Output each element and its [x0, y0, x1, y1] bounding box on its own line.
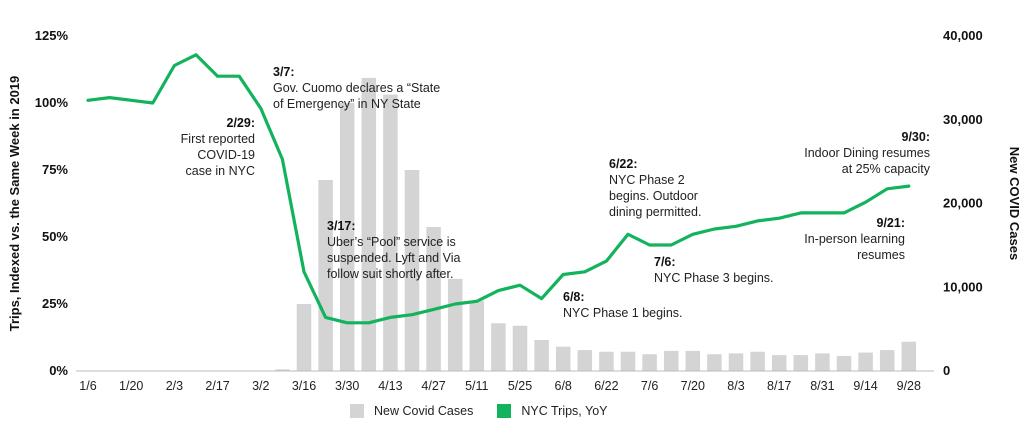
bar-9-7 — [836, 355, 852, 371]
bar-9-14 — [858, 352, 873, 371]
x-tick-1-20: 1/20 — [119, 379, 143, 393]
bar-7-13 — [663, 350, 679, 371]
legend-label-cases: New Covid Cases — [374, 404, 474, 418]
legend-swatch-cases — [350, 404, 364, 418]
bar-6-8 — [555, 346, 571, 371]
y-right-tick-4: 40,000 — [943, 28, 983, 43]
legend-swatch-trips — [497, 404, 512, 418]
bar-6-15 — [577, 350, 593, 371]
y-right-tick-3: 30,000 — [943, 112, 983, 127]
x-tick-6-8: 6/8 — [555, 379, 572, 393]
x-tick-1-6: 1/6 — [79, 379, 96, 393]
y-left-label: Trips, Indexed vs. the Same Week in 2019 — [7, 76, 22, 332]
annotation-feb29: 2/29: First reported COVID-19 case in NY… — [180, 116, 255, 178]
y-left-tick-2: 50% — [42, 229, 68, 244]
legend-item-cases: New Covid Cases — [350, 404, 473, 418]
y-left-tick-3: 75% — [42, 162, 68, 177]
y-left-tick-4: 100% — [35, 95, 69, 110]
annotation-sep21: 9/21: In-person learning resumes — [804, 216, 905, 262]
bar-8-17 — [771, 355, 787, 371]
y-left-tick-0: 0% — [49, 363, 68, 378]
bar-3-9 — [275, 369, 290, 371]
x-tick-8-31: 8/31 — [810, 379, 834, 393]
y-right-tick-0: 0 — [943, 363, 950, 378]
x-tick-7-6: 7/6 — [641, 379, 658, 393]
x-tick-6-22: 6/22 — [594, 379, 618, 393]
x-tick-5-25: 5/25 — [508, 379, 532, 393]
bar-3-23 — [318, 180, 333, 371]
x-tick-8-3: 8/3 — [727, 379, 744, 393]
bar-6-1 — [534, 340, 549, 371]
annotation-mar7: 3/7: Gov. Cuomo declares a “State of Eme… — [273, 65, 441, 111]
bar-3-16 — [296, 304, 312, 371]
bar-7-20 — [685, 350, 701, 371]
bar-7-6 — [642, 354, 657, 371]
bar-8-10 — [750, 351, 765, 371]
bar-7-27 — [707, 354, 722, 371]
y-right-label: New COVID Cases — [1007, 147, 1022, 260]
annotation-jun8: 6/8: NYC Phase 1 begins. — [563, 290, 683, 320]
x-tick-9-14: 9/14 — [853, 379, 877, 393]
x-tick-3-16: 3/16 — [292, 379, 316, 393]
x-tick-2-17: 2/17 — [205, 379, 229, 393]
bar-8-31 — [815, 353, 830, 371]
y-right-tick-1: 10,000 — [943, 279, 983, 294]
annotation-jul6: 7/6: NYC Phase 3 begins. — [654, 255, 774, 285]
y-right-tick-2: 20,000 — [943, 196, 983, 211]
x-tick-7-20: 7/20 — [681, 379, 705, 393]
bar-4-6 — [361, 77, 377, 371]
trips-line — [86, 53, 911, 325]
bar-8-3 — [728, 353, 744, 371]
annotation-mar17: 3/17: Uber’s “Pool” service is suspended… — [327, 219, 461, 281]
bar-9-28 — [901, 341, 917, 371]
x-tick-3-2: 3/2 — [252, 379, 269, 393]
legend: New Covid Cases NYC Trips, YoY — [350, 404, 632, 418]
bar-5-18 — [491, 323, 506, 371]
y-left-tick-5: 125% — [35, 28, 69, 43]
annotation-jun22: 6/22: NYC Phase 2 begins. Outdoor dining… — [609, 157, 702, 219]
x-tick-2-3: 2/3 — [166, 379, 183, 393]
x-tick-5-11: 5/11 — [465, 379, 488, 393]
x-tick-9-28: 9/28 — [897, 379, 921, 393]
bar-4-27 — [426, 226, 441, 371]
annotation-sep30: 9/30: Indoor Dining resumes at 25% capac… — [804, 130, 930, 176]
bar-5-25 — [512, 325, 528, 371]
y-left-tick-1: 25% — [42, 296, 68, 311]
x-tick-3-30: 3/30 — [335, 379, 359, 393]
bar-4-13 — [383, 94, 398, 371]
legend-label-trips: NYC Trips, YoY — [521, 404, 608, 418]
x-tick-4-13: 4/13 — [378, 379, 402, 393]
bar-3-30 — [339, 103, 355, 371]
bar-8-24 — [793, 355, 809, 371]
bar-9-21 — [879, 350, 895, 371]
bar-5-11 — [469, 300, 485, 371]
bar-6-22 — [599, 351, 614, 371]
bar-5-4 — [447, 278, 463, 371]
x-tick-8-17: 8/17 — [767, 379, 791, 393]
x-tick-4-27: 4/27 — [421, 379, 445, 393]
bar-6-29 — [620, 351, 636, 371]
bar-4-20 — [404, 170, 420, 371]
legend-item-trips: NYC Trips, YoY — [497, 404, 608, 418]
